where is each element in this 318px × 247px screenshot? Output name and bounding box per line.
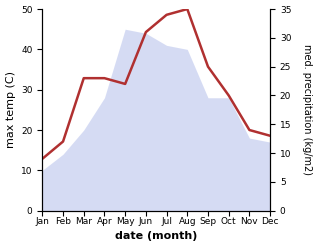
X-axis label: date (month): date (month) [115,231,197,242]
Y-axis label: med. precipitation (kg/m2): med. precipitation (kg/m2) [302,44,313,175]
Y-axis label: max temp (C): max temp (C) [5,71,16,148]
